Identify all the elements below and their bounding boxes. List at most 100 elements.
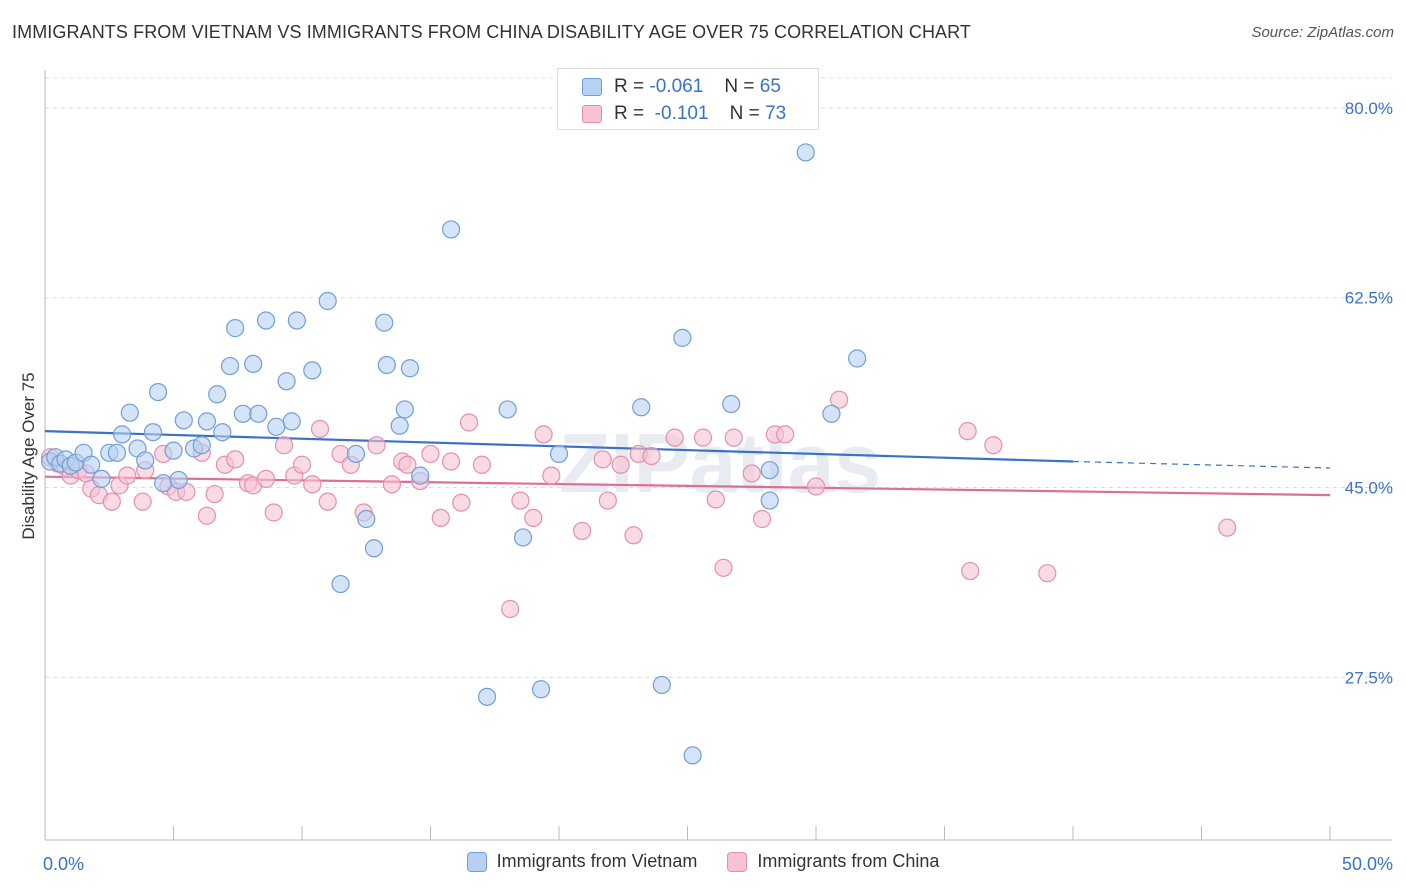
china-point	[752, 509, 772, 529]
legend-item-vietnam[interactable]: Immigrants from Vietnam	[466, 851, 698, 872]
vietnam-point	[136, 451, 155, 470]
china-legend-label: Immigrants from China	[757, 851, 940, 871]
china-point	[511, 491, 530, 510]
china-point	[226, 450, 245, 469]
vietnam-point	[549, 444, 569, 464]
legend-row-vietnam: R = -0.061 N = 65	[582, 75, 781, 99]
china-point	[256, 469, 276, 488]
vietnam-point	[760, 491, 779, 510]
china-r-value: -0.101	[654, 103, 709, 124]
china-point	[598, 491, 617, 510]
vietnam-n-value: 65	[759, 76, 781, 97]
vietnam-point	[400, 359, 420, 378]
vietnam-point	[303, 361, 322, 380]
china-point	[624, 526, 643, 545]
china-legend-swatch	[727, 851, 748, 872]
vietnam-swatch	[582, 78, 602, 96]
china-point	[1218, 518, 1237, 537]
x-tick-label-max: 50.0%	[1342, 854, 1393, 874]
vietnam-point	[673, 328, 692, 347]
y-tick-label: 45.0%	[1345, 479, 1393, 498]
vietnam-point	[120, 403, 139, 422]
y-tick-label: 62.5%	[1345, 289, 1393, 308]
y-tick-label: 80.0%	[1345, 99, 1393, 118]
chart-title: IMMIGRANTS FROM VIETNAM VS IMMIGRANTS FR…	[12, 22, 972, 42]
vietnam-point	[390, 416, 409, 435]
china-point	[274, 436, 294, 455]
vietnam-point	[282, 412, 301, 431]
china-point	[472, 455, 491, 474]
vietnam-point	[249, 404, 268, 423]
legend-item-china[interactable]: Immigrants from China	[727, 851, 939, 872]
vietnam-point	[220, 356, 240, 376]
vietnam-point	[357, 509, 376, 529]
vietnam-point	[256, 311, 276, 330]
vietnam-legend-swatch	[466, 851, 487, 872]
vietnam-point	[213, 423, 232, 442]
vietnam-point	[411, 466, 430, 485]
china-point	[102, 492, 121, 511]
vietnam-point	[143, 423, 163, 442]
vietnam-point	[498, 400, 517, 419]
vietnam-point	[848, 349, 867, 368]
china-point	[714, 558, 733, 577]
china-swatch	[582, 105, 602, 123]
china-point	[452, 493, 471, 512]
china-point	[542, 466, 561, 485]
china-point	[197, 506, 217, 525]
china-point	[264, 503, 283, 522]
vietnam-point	[477, 687, 497, 706]
vietnam-point	[760, 461, 779, 480]
vietnam-r-value: -0.061	[649, 76, 704, 97]
vietnam-n-label: N =	[724, 76, 755, 97]
vietnam-trend-extension	[1072, 460, 1331, 469]
x-tick-label-min: 0.0%	[43, 854, 84, 874]
vietnam-point	[82, 455, 101, 474]
china-point	[806, 477, 826, 496]
vietnam-point	[377, 355, 396, 375]
vietnam-point	[169, 470, 188, 490]
vietnam-point	[395, 400, 414, 419]
vietnam-point	[233, 404, 252, 423]
china-point	[1038, 564, 1057, 583]
vietnam-point	[375, 313, 394, 332]
china-point	[421, 444, 440, 464]
china-n-value: 73	[765, 103, 787, 124]
vietnam-legend-label: Immigrants from Vietnam	[496, 851, 698, 871]
china-point	[665, 428, 684, 447]
china-point	[984, 436, 1003, 455]
china-point	[205, 484, 224, 504]
tick-labels: 27.5% 45.0% 62.5% 80.0% 0.0% 50.0%	[43, 99, 1393, 874]
china-point	[958, 422, 977, 441]
vietnam-point	[796, 143, 815, 162]
vietnam-point	[513, 528, 533, 547]
vietnam-point	[244, 354, 263, 374]
china-point	[724, 428, 743, 447]
series-legend: Immigrants from Vietnam Immigrants from …	[0, 851, 1406, 872]
china-point	[398, 455, 417, 474]
china-point	[642, 446, 661, 466]
china-n-label: N =	[729, 103, 760, 124]
china-point	[133, 492, 152, 511]
vietnam-point	[822, 404, 841, 423]
china-point	[459, 413, 479, 432]
china-point	[303, 475, 322, 494]
china-point	[534, 425, 553, 444]
grid-lines	[45, 77, 1392, 678]
china-point	[382, 475, 402, 494]
china-point	[611, 455, 630, 474]
vietnam-point	[164, 441, 183, 460]
vietnam-point	[92, 469, 111, 488]
vietnam-point	[632, 398, 651, 417]
vietnam-point	[652, 675, 671, 695]
china-point	[367, 436, 386, 455]
china-point	[118, 466, 137, 485]
china-point	[742, 464, 761, 483]
vietnam-point	[531, 680, 551, 699]
china-point	[310, 419, 330, 439]
source-label: Source: ZipAtlas.com	[1251, 24, 1394, 41]
vietnam-point	[683, 746, 702, 765]
vietnam-point	[107, 443, 127, 462]
vietnam-point	[364, 539, 384, 558]
